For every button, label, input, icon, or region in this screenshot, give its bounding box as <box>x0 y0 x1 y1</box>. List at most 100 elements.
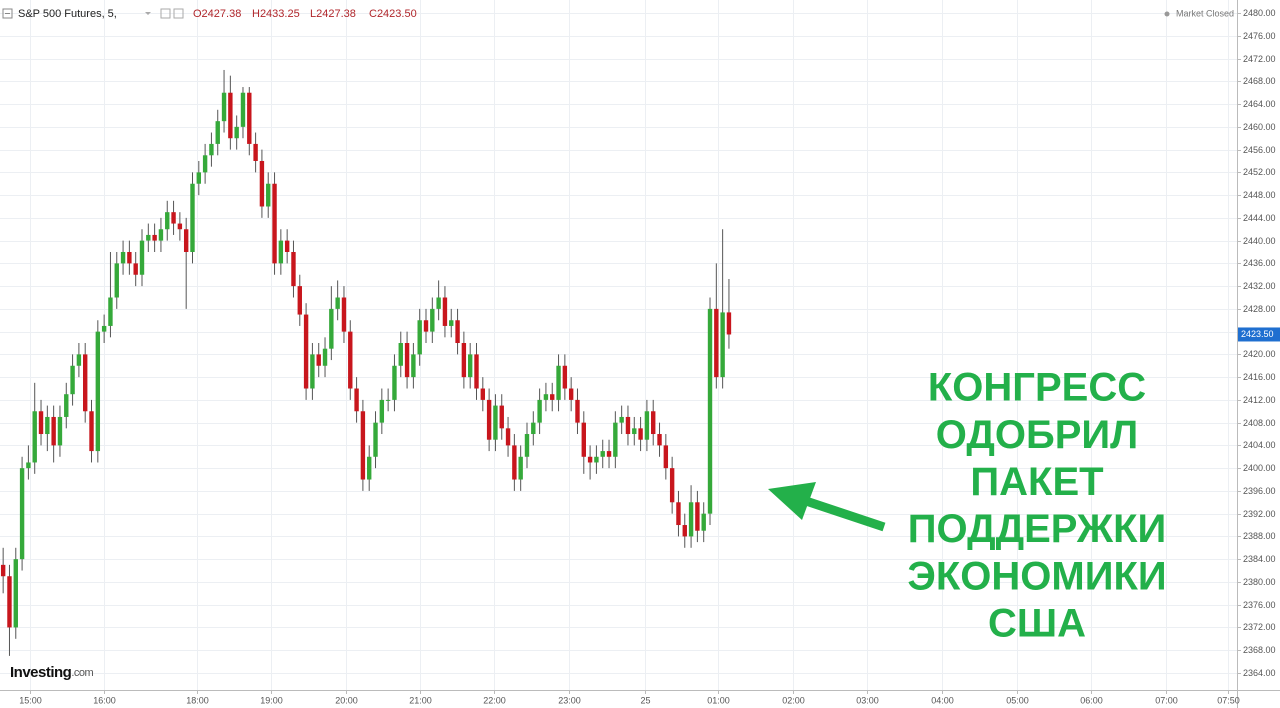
ohlc-close: C2423.50 <box>369 8 417 20</box>
candle-body <box>310 354 315 389</box>
candle-body <box>499 405 504 429</box>
candle-body <box>297 286 302 315</box>
candle-body <box>196 172 202 184</box>
x-tick-label: 15:00 <box>19 695 42 705</box>
x-tick-label: 20:00 <box>335 695 358 705</box>
axes: 2364.00 2368.00 2372.00 2376.00 2380.00 2384.… <box>19 8 1280 705</box>
candle-body <box>234 126 239 139</box>
candle-body <box>341 297 347 332</box>
collapse-icon[interactable] <box>2 8 13 19</box>
candle-body <box>474 354 479 389</box>
candle-body <box>682 525 687 537</box>
y-tick-label: 2460.00 <box>1243 122 1276 132</box>
candle-body <box>556 365 561 400</box>
candle-body <box>676 502 681 526</box>
annotation-line: ОДОБРИЛ <box>936 413 1138 457</box>
candle-body <box>657 434 662 446</box>
candle-body <box>38 411 44 435</box>
annotation-line: ЭКОНОМИКИ <box>907 554 1166 598</box>
candle-body <box>449 320 454 326</box>
candle-body <box>404 343 410 378</box>
candle-body <box>171 212 176 224</box>
y-tick-label: 2400.00 <box>1243 463 1276 473</box>
y-tick-label: 2448.00 <box>1243 190 1276 200</box>
candle-body <box>423 320 429 332</box>
candle-body <box>247 92 252 144</box>
candle-body <box>190 183 195 252</box>
candle-body <box>152 234 157 241</box>
candle-body <box>669 468 675 503</box>
candle-body <box>467 354 473 378</box>
candle-body <box>461 343 467 378</box>
y-tick-label: 2436.00 <box>1243 258 1276 268</box>
ohlc-high: H2433.25 <box>252 8 300 20</box>
annotation-arrow-head <box>768 482 816 520</box>
candle-body <box>360 411 366 480</box>
candle-body <box>625 416 631 435</box>
candle-body <box>83 354 88 412</box>
annotation-line: ПАКЕТ <box>970 460 1103 504</box>
y-tick-label: 2432.00 <box>1243 281 1276 291</box>
y-tick-label: 2456.00 <box>1243 145 1276 155</box>
settings-icon[interactable] <box>173 8 184 19</box>
x-tick-label: 06:00 <box>1080 695 1103 705</box>
candle-body <box>430 308 435 332</box>
candle-body <box>638 428 643 440</box>
candle-body <box>316 354 321 366</box>
candles <box>0 69 732 656</box>
x-tick-label: 07:00 <box>1155 695 1178 705</box>
candle-body <box>518 456 523 480</box>
y-tick-label: 2364.00 <box>1243 668 1276 678</box>
y-tick-label: 2476.00 <box>1243 31 1276 41</box>
candle-body <box>581 422 586 457</box>
candle-body <box>120 251 126 264</box>
y-tick-label: 2412.00 <box>1243 395 1276 405</box>
grid <box>0 0 1237 690</box>
candle-body <box>455 320 460 344</box>
candle-body <box>95 331 101 452</box>
candle-body <box>215 121 220 144</box>
candle-body <box>158 229 164 241</box>
x-tick-label: 19:00 <box>260 695 283 705</box>
annotation-line: ПОДДЕРЖКИ <box>908 507 1166 551</box>
candle-body <box>253 143 258 161</box>
annotation-line: КОНГРЕСС <box>928 366 1146 410</box>
candle-body <box>19 468 25 560</box>
y-tick-label: 2416.00 <box>1243 372 1276 382</box>
x-tick-label: 23:00 <box>558 695 581 705</box>
candle-body <box>367 456 372 480</box>
candle-body <box>354 388 359 412</box>
logo-name: Investing <box>10 664 72 681</box>
x-tick-label: 04:00 <box>931 695 954 705</box>
candle-body <box>335 297 340 309</box>
candle-body <box>695 502 700 531</box>
candle-body <box>726 312 732 335</box>
x-tick-label: 22:00 <box>483 695 506 705</box>
candle-body <box>707 308 713 514</box>
dropdown-arrow[interactable] <box>145 12 151 15</box>
settings-icon[interactable] <box>160 8 171 19</box>
candle-body <box>57 416 63 446</box>
candle-body <box>537 399 542 423</box>
candle-body <box>417 320 422 355</box>
candle-body <box>7 576 12 628</box>
candle-body <box>644 411 650 440</box>
candle-body <box>512 445 517 480</box>
candle-body <box>291 251 296 287</box>
y-tick-label: 2372.00 <box>1243 622 1276 632</box>
candle-body <box>64 394 69 417</box>
candle-body <box>32 411 37 463</box>
y-tick-label: 2396.00 <box>1243 486 1276 496</box>
candle-body <box>26 462 31 469</box>
candle-body <box>45 416 50 435</box>
candle-body <box>101 325 107 332</box>
candle-body <box>348 331 353 389</box>
candle-body <box>13 559 18 628</box>
y-tick-label: 2404.00 <box>1243 440 1276 450</box>
candle-body <box>379 399 385 423</box>
candle-body <box>329 308 334 349</box>
last-price-label: 2423.50 <box>1241 329 1274 339</box>
candle-body <box>411 354 416 378</box>
candle-body <box>442 297 448 326</box>
candle-body <box>594 456 599 463</box>
